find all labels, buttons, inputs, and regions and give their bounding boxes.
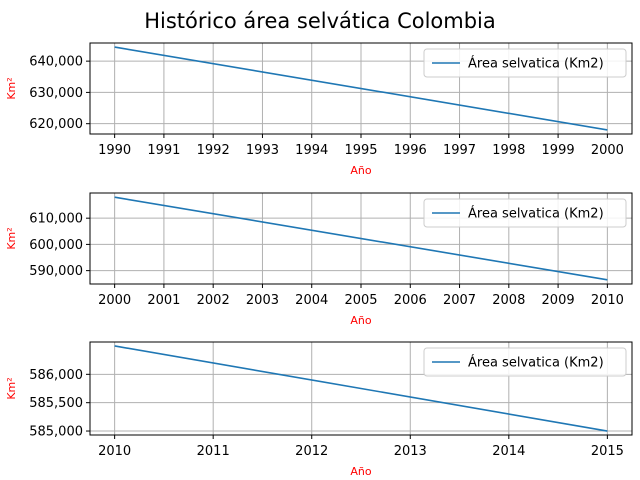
legend-label: Área selvatica (Km2) [468, 355, 604, 371]
x-axis-label: Año [350, 314, 371, 327]
x-tick-label: 2001 [147, 293, 180, 308]
x-tick-label: 1999 [542, 143, 575, 158]
series-line [114, 46, 608, 131]
x-tick-label: 2011 [197, 444, 230, 459]
chart-panel-3: 2010 2011 2012 2013 2014 2015 585,000 585,500 58… [5, 341, 633, 478]
series-line [114, 196, 608, 281]
x-tick-label: 1992 [197, 143, 230, 158]
x-tick-label: 1990 [98, 143, 131, 158]
legend: Área selvatica (Km2) [423, 347, 627, 377]
x-tick-label: 2009 [542, 293, 575, 308]
legend-box [423, 198, 627, 228]
chart-panel-1: 1990 1991 1992 1993 1994 1995 1996 1997 1998 1999… [5, 42, 633, 177]
series-line [114, 345, 608, 432]
x-tick-label: 1996 [394, 143, 427, 158]
x-tick-label: 2012 [295, 444, 328, 459]
x-tick-label: 1997 [443, 143, 476, 158]
y-axis-label: Km² [5, 227, 18, 249]
x-tick-label: 2008 [492, 293, 525, 308]
legend: Área selvatica (Km2) [423, 48, 627, 78]
x-tick-label: 2007 [443, 293, 476, 308]
y-tick-label: 586,000 [29, 368, 83, 383]
y-axis-label: Km² [5, 77, 18, 99]
x-tick-label: 2010 [591, 293, 624, 308]
axes-frame [89, 341, 633, 436]
legend-box [423, 48, 627, 78]
y-tick-label: 610,000 [29, 212, 83, 227]
x-tick-label: 2013 [394, 444, 427, 459]
x-tick-label: 2005 [344, 293, 377, 308]
x-tick-label: 1994 [295, 143, 328, 158]
x-axis-label: Año [350, 164, 371, 177]
x-tick-label: 2015 [591, 444, 624, 459]
x-tick-label: 2000 [98, 293, 131, 308]
y-tick-label: 630,000 [29, 86, 83, 101]
legend: Área selvatica (Km2) [423, 198, 627, 228]
x-tick-label: 2006 [394, 293, 427, 308]
y-tick-label: 585,000 [29, 425, 83, 440]
x-tick-label: 1993 [246, 143, 279, 158]
x-tick-label: 2010 [98, 444, 131, 459]
x-tick-label: 2000 [591, 143, 624, 158]
x-axis-label: Año [350, 465, 371, 478]
chart-title: Histórico área selvática Colombia [144, 9, 496, 33]
y-tick-label: 585,500 [29, 396, 83, 411]
x-tick-label: 2003 [246, 293, 279, 308]
x-tick-label: 2004 [295, 293, 328, 308]
legend-label: Área selvatica (Km2) [468, 56, 604, 72]
x-tick-label: 2014 [492, 444, 525, 459]
y-tick-label: 590,000 [29, 264, 83, 279]
legend-box [423, 347, 627, 377]
x-tick-label: 1991 [147, 143, 180, 158]
y-tick-label: 640,000 [29, 55, 83, 70]
legend-label: Área selvatica (Km2) [468, 206, 604, 222]
x-tick-label: 1998 [492, 143, 525, 158]
y-tick-label: 620,000 [29, 117, 83, 132]
x-tick-label: 2002 [197, 293, 230, 308]
y-axis-label: Km² [5, 377, 18, 399]
chart-panel-2: 2000 2001 2002 2003 2004 2005 2006 2007 2008 2009… [5, 192, 633, 327]
y-tick-label: 600,000 [29, 238, 83, 253]
x-tick-label: 1995 [344, 143, 377, 158]
